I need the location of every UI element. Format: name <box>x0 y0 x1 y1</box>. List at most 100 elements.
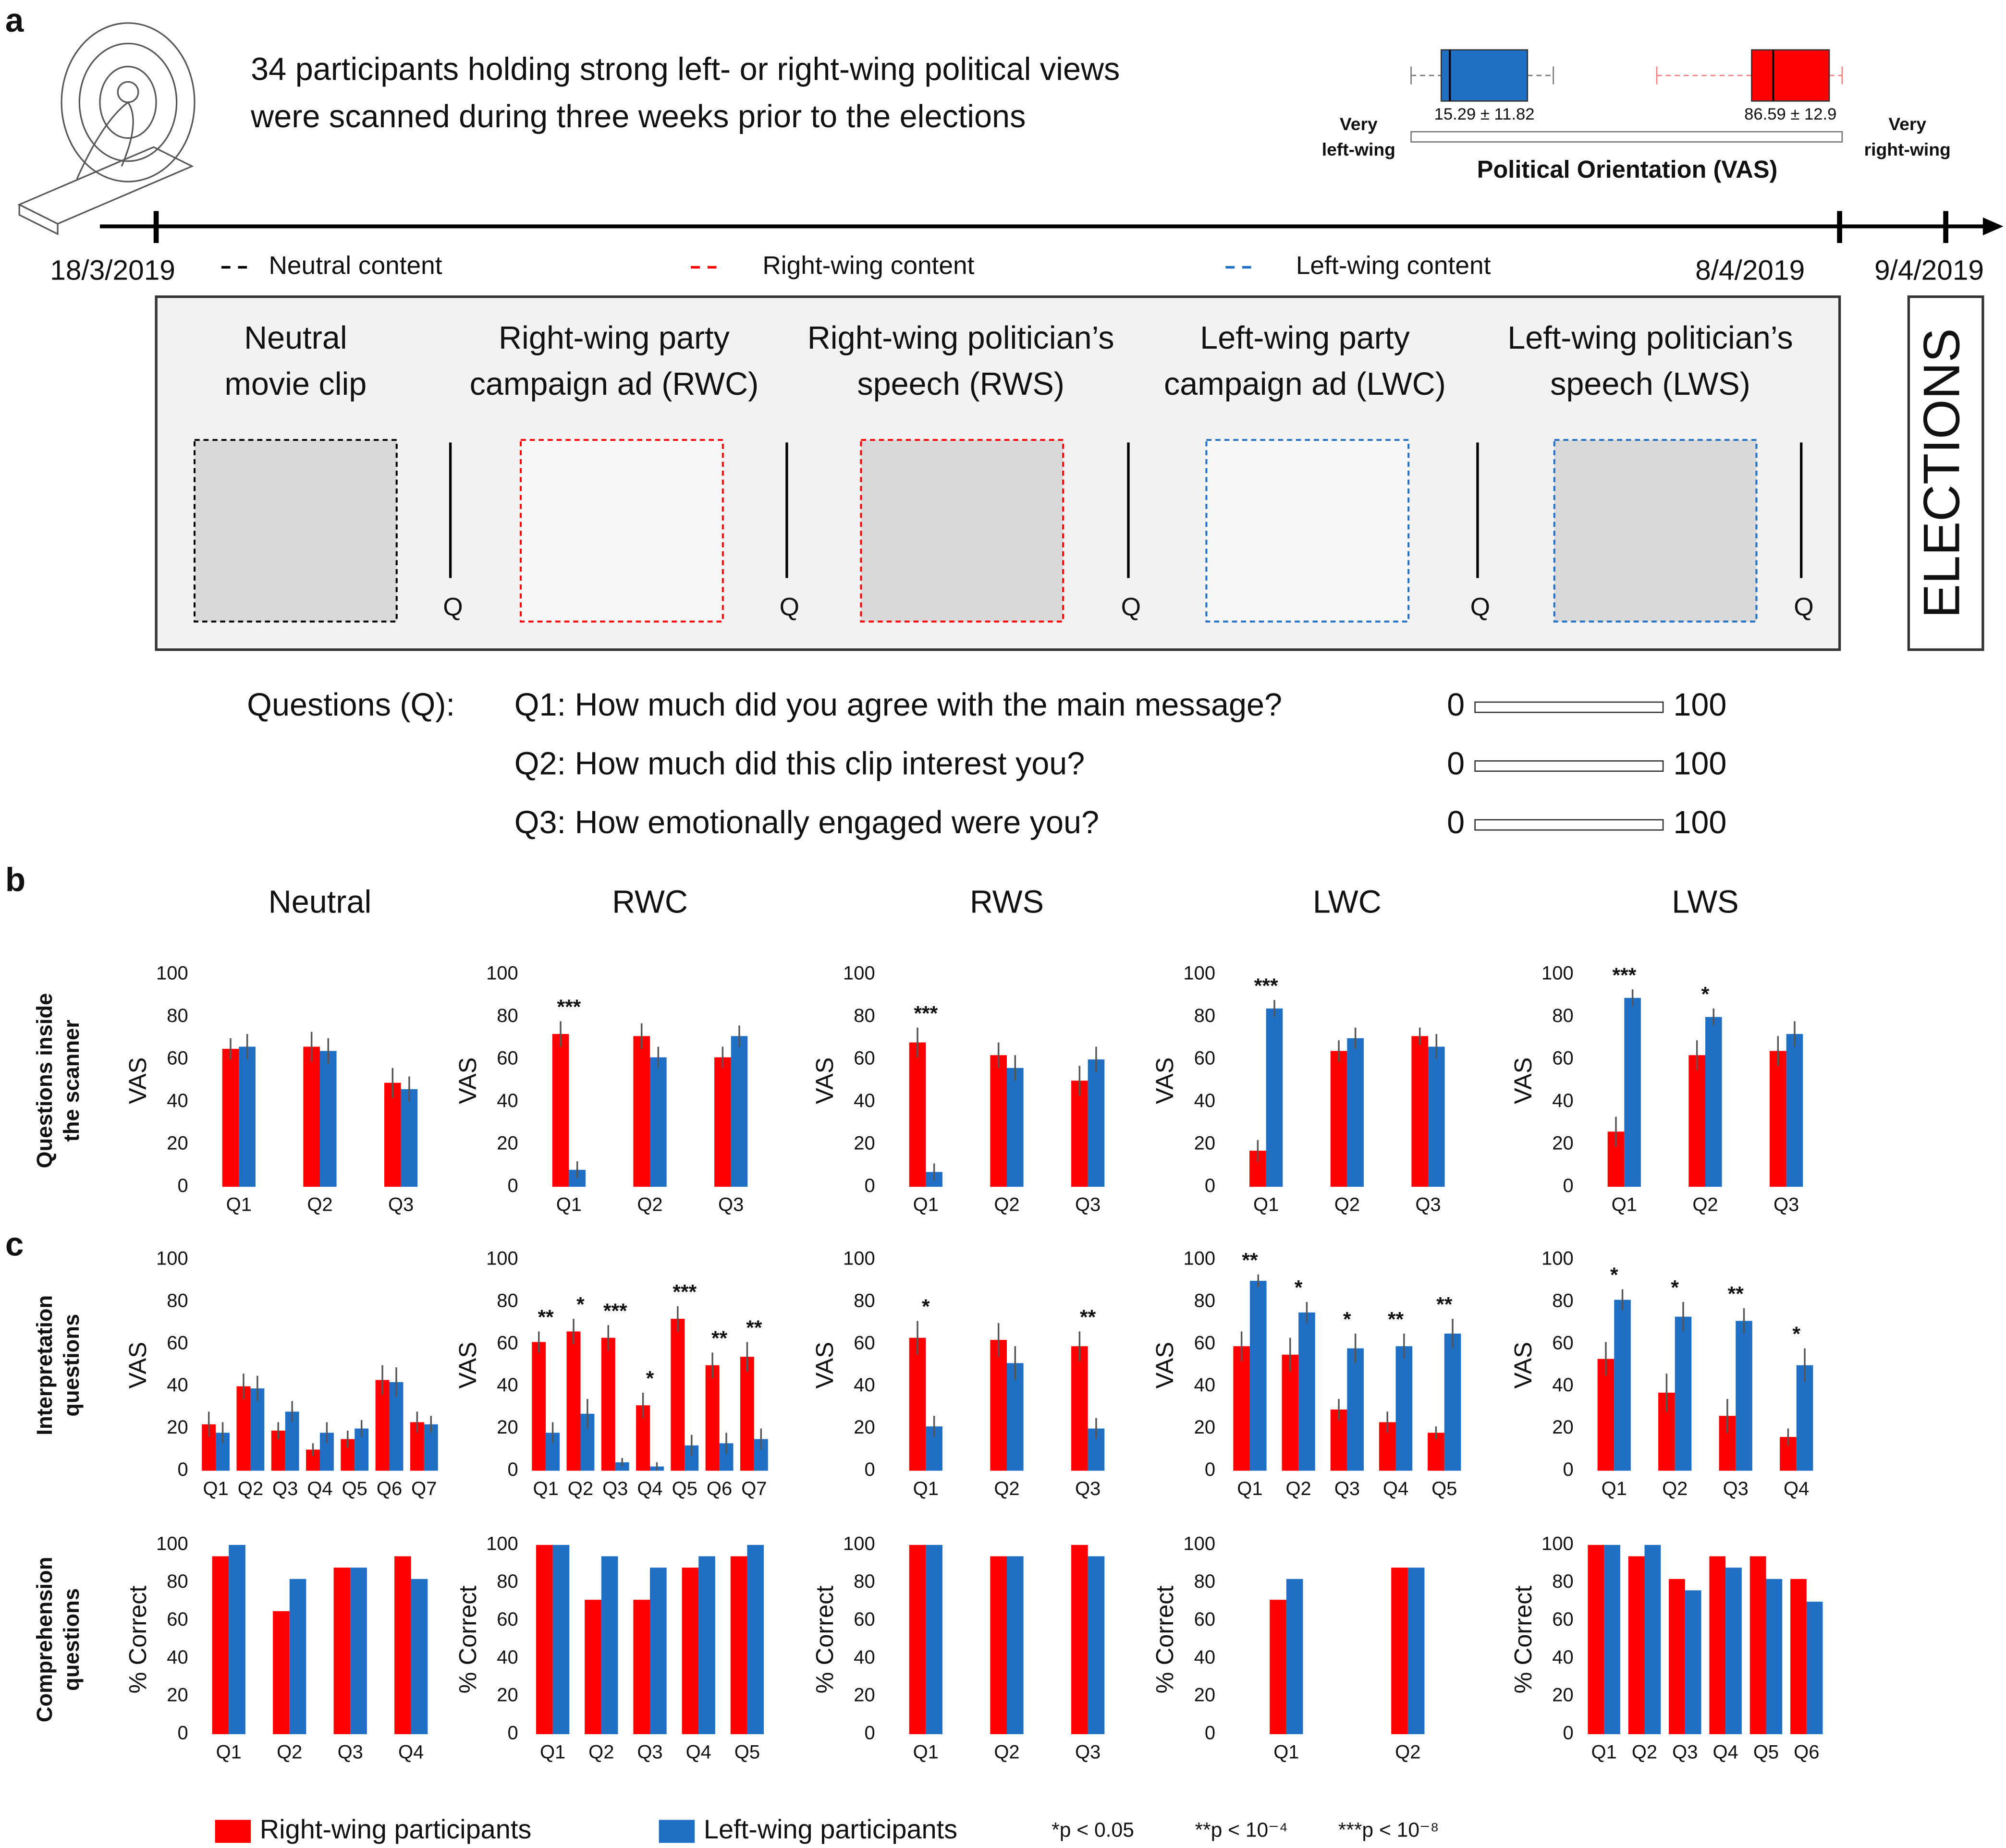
orientation-end: right-wing <box>1864 139 1951 159</box>
stimulus-title: Right-wing politician’s <box>807 320 1114 356</box>
significance-marker: ** <box>1388 1308 1404 1331</box>
y-tick-label: 100 <box>156 1533 188 1554</box>
q-marker: Q <box>1121 593 1141 621</box>
y-tick-label: 100 <box>486 963 518 984</box>
y-tick-label: 20 <box>1194 1417 1215 1438</box>
y-tick-label: 20 <box>167 1132 188 1154</box>
bar <box>1736 1321 1752 1471</box>
x-tick-label: Q3 <box>1075 1478 1101 1499</box>
x-tick-label: Q2 <box>277 1741 302 1763</box>
bar <box>1614 1300 1631 1471</box>
y-tick-label: 60 <box>497 1609 518 1630</box>
x-tick-label: Q1 <box>1237 1478 1262 1499</box>
scale-bar <box>1474 760 1664 772</box>
bar <box>1597 1359 1615 1471</box>
y-axis-label: % Correct <box>1509 1586 1537 1694</box>
y-tick-label: 20 <box>1194 1132 1215 1154</box>
bar <box>1749 1556 1766 1734</box>
x-tick-label: Q6 <box>1794 1741 1819 1763</box>
x-tick-label: Q3 <box>338 1741 363 1763</box>
bar <box>411 1579 428 1734</box>
x-tick-label: Q1 <box>1591 1741 1617 1763</box>
x-tick-label: Q1 <box>226 1194 252 1216</box>
bar <box>222 1048 239 1187</box>
bar <box>1669 1579 1685 1734</box>
y-tick-label: 0 <box>1563 1175 1573 1196</box>
x-tick-label: Q1 <box>913 1741 939 1763</box>
y-tick-label: 60 <box>167 1609 188 1630</box>
box-label: 15.29 ± 11.82 <box>1434 105 1535 123</box>
stimulus-title: Left-wing politician’s <box>1507 320 1793 356</box>
stimulus-title: Left-wing party <box>1200 320 1410 356</box>
y-tick-label: 80 <box>497 1005 518 1026</box>
stimulus-title: speech (LWS) <box>1550 366 1750 402</box>
y-tick-label: 0 <box>177 1175 188 1196</box>
bar <box>229 1544 245 1734</box>
elections-box <box>1907 295 1984 651</box>
stimulus-image <box>1205 439 1410 623</box>
y-tick-label: 100 <box>843 1533 875 1554</box>
bar <box>1088 1059 1105 1187</box>
bar <box>926 1544 942 1734</box>
y-tick-label: 80 <box>497 1290 518 1311</box>
significance-marker: ** <box>1242 1249 1258 1272</box>
y-tick-label: 20 <box>1552 1417 1573 1438</box>
x-tick-label: Q1 <box>203 1478 228 1499</box>
significance-key: *p < 0.05 <box>1052 1819 1134 1842</box>
q-marker: Q <box>1794 593 1813 621</box>
orientation-end: Very <box>1340 114 1378 134</box>
y-tick-label: 60 <box>854 1332 875 1353</box>
bar <box>1770 1051 1786 1187</box>
y-tick-label: 80 <box>1552 1005 1573 1026</box>
y-tick-label: 100 <box>1541 1248 1574 1269</box>
x-tick-label: Q2 <box>994 1194 1019 1216</box>
x-tick-label: Q3 <box>1075 1741 1101 1763</box>
bar <box>1709 1556 1726 1734</box>
q-marker: Q <box>780 593 799 621</box>
bar <box>909 1042 926 1187</box>
y-tick-label: 20 <box>167 1417 188 1438</box>
bar <box>319 1051 337 1187</box>
y-tick-label: 40 <box>497 1647 518 1668</box>
x-tick-label: Q2 <box>1662 1478 1688 1499</box>
significance-marker: * <box>1610 1264 1618 1287</box>
x-tick-label: Q1 <box>540 1741 565 1763</box>
x-tick-label: Q6 <box>707 1478 732 1499</box>
y-tick-label: 100 <box>843 1248 875 1269</box>
x-tick-label: Q3 <box>1334 1478 1360 1499</box>
column-title: LWC <box>1313 884 1382 920</box>
y-tick-label: 40 <box>497 1374 518 1396</box>
bar <box>615 1462 629 1471</box>
bar <box>1071 1544 1088 1734</box>
bar <box>730 1556 747 1734</box>
bar <box>1391 1568 1408 1734</box>
significance-marker: * <box>1701 983 1710 1006</box>
elections-label: ELECTIONS <box>1913 328 1970 618</box>
questions-label: Questions (Q): <box>247 687 455 723</box>
bar <box>1282 1354 1299 1471</box>
bar <box>532 1342 546 1471</box>
y-tick-label: 40 <box>167 1647 188 1668</box>
scale-max: 100 <box>1673 746 1726 782</box>
x-tick-label: Q4 <box>637 1478 662 1499</box>
y-axis-label: % Correct <box>454 1586 481 1694</box>
bar <box>303 1046 320 1187</box>
bar <box>552 1033 569 1187</box>
bar <box>1006 1068 1024 1187</box>
row-label: questions <box>59 1314 84 1417</box>
y-tick-label: 80 <box>1194 1005 1215 1026</box>
y-tick-label: 60 <box>1552 1048 1573 1069</box>
bar <box>1233 1346 1250 1471</box>
date-label: 18/3/2019 <box>50 255 175 286</box>
bar <box>1444 1333 1461 1471</box>
significance-marker: ** <box>1728 1283 1744 1306</box>
significance-marker: *** <box>1612 964 1636 987</box>
bar <box>566 1331 581 1471</box>
bar <box>585 1600 601 1734</box>
significance-marker: ** <box>1080 1306 1096 1329</box>
stimulus-title: movie clip <box>224 366 367 402</box>
bar <box>1006 1363 1024 1471</box>
bar <box>401 1089 418 1187</box>
